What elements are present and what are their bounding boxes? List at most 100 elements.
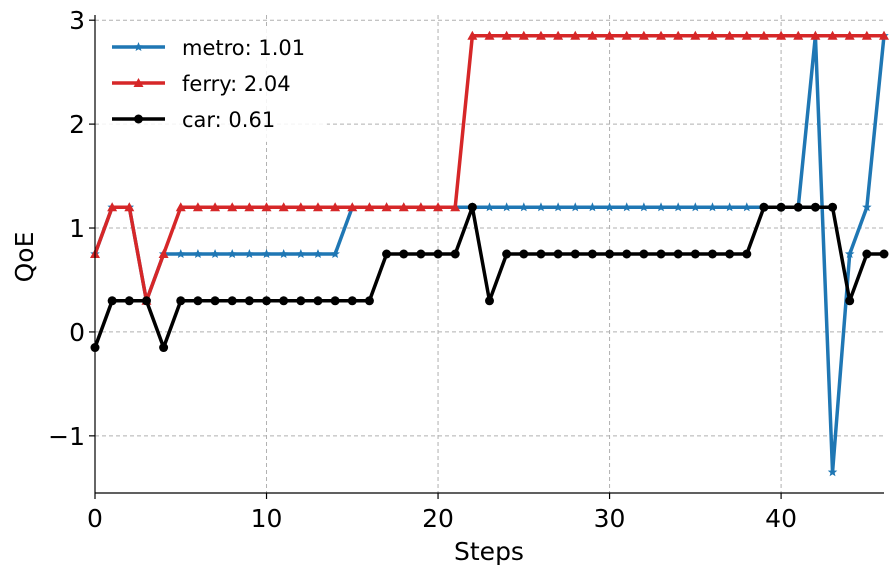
data-point: [484, 30, 495, 40]
data-point: [312, 202, 323, 212]
data-point: [587, 202, 598, 212]
data-point: [399, 249, 409, 259]
data-point: [364, 202, 375, 212]
data-point: [313, 249, 323, 259]
data-point: [158, 249, 169, 258]
data-point: [244, 296, 254, 306]
data-point: [244, 202, 255, 212]
x-tick-label: 20: [422, 504, 454, 533]
data-point: [330, 296, 340, 306]
data-point: [519, 202, 529, 212]
data-point: [382, 249, 392, 259]
data-point: [261, 202, 272, 212]
data-point: [296, 296, 306, 306]
data-point: [536, 249, 546, 259]
data-point: [741, 30, 752, 40]
y-tick-label: 3: [69, 6, 85, 35]
data-point: [176, 296, 186, 306]
data-point: [758, 30, 769, 40]
data-point: [621, 30, 632, 40]
data-point: [364, 296, 374, 306]
data-point: [845, 296, 855, 306]
data-point: [347, 296, 357, 306]
legend-label: ferry: 2.04: [182, 72, 291, 96]
data-point: [844, 30, 855, 40]
data-point: [810, 30, 821, 40]
data-point: [879, 30, 889, 40]
data-point: [210, 202, 221, 212]
y-axis-title: QoE: [10, 232, 39, 283]
data-point: [776, 202, 786, 212]
data-point: [193, 296, 203, 306]
data-point: [656, 249, 666, 259]
data-point: [347, 202, 358, 212]
data-point: [587, 30, 598, 40]
data-point: [159, 343, 169, 353]
data-point: [278, 202, 289, 212]
data-point: [244, 249, 255, 259]
data-point: [133, 42, 144, 52]
x-axis-title: Steps: [454, 537, 524, 566]
data-point: [605, 249, 615, 259]
data-point: [519, 249, 529, 259]
data-point: [759, 202, 769, 212]
data-point: [553, 202, 563, 212]
data-point: [861, 30, 872, 40]
data-point: [639, 249, 649, 259]
y-tick-label: −1: [48, 422, 85, 451]
data-point: [124, 202, 135, 212]
x-tick-label: 40: [765, 504, 797, 533]
data-point: [724, 30, 735, 40]
legend: metro: 1.01 ferry: 2.04 car: 0.61: [102, 27, 327, 142]
data-point: [742, 249, 752, 259]
data-point: [707, 30, 718, 40]
data-point: [638, 30, 649, 40]
data-point: [862, 249, 872, 259]
data-point: [330, 249, 340, 259]
data-point: [656, 202, 666, 212]
data-point: [570, 249, 580, 259]
data-point: [210, 249, 220, 259]
data-point: [485, 296, 494, 306]
data-point: [862, 202, 872, 212]
x-tick-label: 30: [594, 504, 626, 533]
data-point: [134, 114, 143, 124]
data-point: [279, 296, 289, 306]
data-point: [518, 30, 529, 40]
data-point: [828, 202, 838, 212]
data-point: [724, 202, 735, 212]
series-car: [90, 202, 889, 353]
data-point: [673, 249, 683, 259]
data-point: [690, 202, 701, 212]
data-point: [296, 249, 306, 259]
y-tick-label: 2: [69, 110, 85, 139]
data-point: [622, 249, 632, 259]
data-point: [742, 202, 752, 212]
data-point: [502, 249, 512, 259]
data-point: [227, 296, 237, 306]
data-point: [141, 296, 151, 306]
data-point: [261, 249, 272, 259]
data-point: [433, 249, 443, 259]
data-point: [536, 202, 546, 212]
data-point: [553, 30, 564, 40]
data-point: [656, 30, 667, 40]
data-point: [776, 30, 787, 40]
legend-label: car: 0.61: [182, 108, 275, 132]
y-tick-label: 0: [69, 318, 85, 347]
legend-label: metro: 1.01: [182, 36, 305, 60]
data-point: [879, 249, 889, 259]
data-point: [133, 78, 144, 87]
data-point: [278, 249, 289, 259]
data-point: [604, 30, 615, 40]
data-point: [621, 202, 632, 212]
data-point: [587, 249, 597, 259]
data-point: [227, 202, 238, 212]
data-point: [227, 249, 237, 259]
data-point: [210, 296, 220, 306]
data-point: [570, 30, 581, 40]
data-point: [176, 249, 186, 259]
data-point: [193, 249, 203, 259]
data-point: [450, 202, 461, 212]
